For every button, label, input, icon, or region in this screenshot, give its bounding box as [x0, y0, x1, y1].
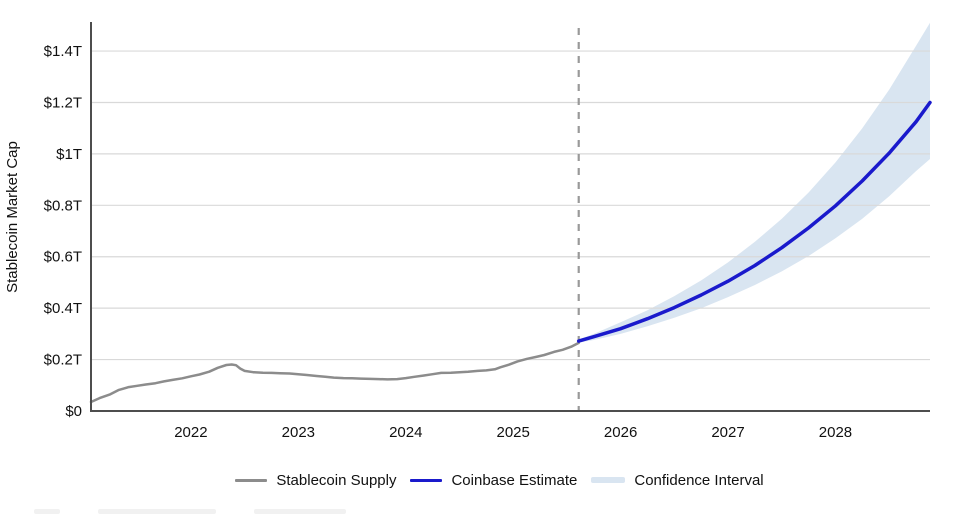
- stablecoin-market-cap-chart: Stablecoin Market Cap $0 $0.2T $0.4T $0.6T $…: [4, 22, 932, 441]
- x-tick-label: 2026: [604, 424, 637, 441]
- x-tick-label: 2027: [711, 424, 744, 441]
- legend-item-coinbase-estimate: Coinbase Estimate: [410, 472, 577, 489]
- legend-item-confidence-interval: Confidence Interval: [591, 471, 764, 489]
- stablecoin-supply-line: [89, 341, 580, 404]
- chart-legend: Stablecoin Supply Coinbase Estimate Conf…: [12, 466, 975, 494]
- cut-off-footnote: [34, 509, 346, 514]
- confidence-band-swatch-icon: [591, 477, 626, 483]
- y-tick-label: $0.8T: [44, 197, 82, 214]
- legend-label: Stablecoin Supply: [276, 471, 397, 489]
- coinbase-estimate-line: [576, 100, 932, 343]
- y-axis-title: Stablecoin Market Cap: [4, 141, 21, 293]
- y-tick-label: $0: [65, 403, 82, 420]
- history-line-swatch-icon: [235, 478, 268, 482]
- legend-item-stablecoin-supply: Stablecoin Supply: [235, 472, 396, 489]
- x-tick-label: 2028: [819, 424, 852, 441]
- x-tick-label: 2022: [174, 424, 207, 441]
- forecast-line-swatch-icon: [410, 478, 443, 482]
- legend-label: Confidence Interval: [634, 471, 764, 489]
- y-tick-label: $0.2T: [44, 352, 82, 369]
- legend-label: Coinbase Estimate: [451, 471, 578, 489]
- y-tick-label: $1.4T: [44, 43, 82, 60]
- y-tick-label: $0.4T: [44, 300, 82, 317]
- y-tick-label: $1T: [56, 146, 82, 163]
- confidence-interval-band: [578, 22, 930, 343]
- x-tick-label: 2023: [282, 424, 315, 441]
- y-tick-label: $0.6T: [44, 249, 82, 266]
- x-tick-label: 2024: [389, 424, 422, 441]
- y-tick-label: $1.2T: [44, 94, 82, 111]
- x-tick-label: 2025: [496, 424, 529, 441]
